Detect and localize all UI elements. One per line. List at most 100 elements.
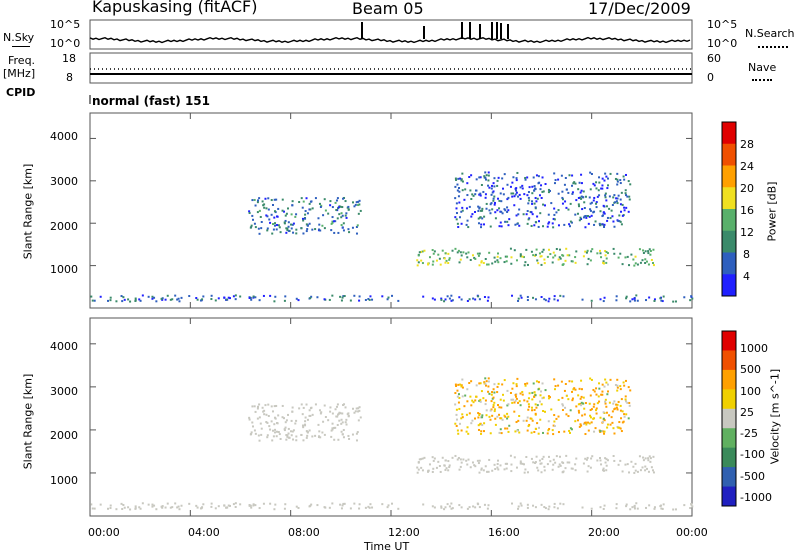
- velocity-pixel: [647, 470, 650, 473]
- velocity-pixel: [471, 399, 474, 402]
- power-pixel: [559, 257, 562, 260]
- power-pixel: [477, 205, 480, 208]
- power-pixel: [625, 194, 628, 197]
- velocity-pixel: [602, 417, 605, 420]
- power-pixel: [628, 195, 631, 198]
- power-pixel: [454, 177, 457, 180]
- velocity-pixel: [480, 430, 483, 433]
- power-pixel: [564, 200, 567, 203]
- power-pixel: [341, 206, 344, 209]
- velocity-pixel: [638, 455, 641, 458]
- power-pixel: [290, 213, 293, 216]
- power-pixel: [364, 298, 367, 301]
- power-pixel: [359, 209, 362, 212]
- power-pixel: [155, 300, 158, 303]
- power-pixel: [342, 222, 345, 225]
- power-pixel: [492, 197, 495, 200]
- velocity-pixel: [459, 458, 462, 461]
- power-pixel: [660, 299, 663, 302]
- velocity-pixel: [521, 390, 524, 393]
- power-pixel: [302, 200, 305, 203]
- power-pixel: [357, 212, 360, 215]
- velocity-pixel: [469, 395, 472, 398]
- power-pixel: [469, 258, 472, 261]
- velocity-pixel: [270, 420, 273, 423]
- noise-search-legend-line: [758, 46, 788, 48]
- power-pixel: [606, 219, 609, 222]
- power-pixel: [596, 252, 599, 255]
- velocity-pixel: [490, 408, 493, 411]
- power-pixel: [584, 214, 587, 217]
- power-pixel: [528, 199, 531, 202]
- velocity-pixel: [477, 416, 480, 419]
- velocity-pixel: [540, 471, 543, 474]
- power-pixel: [283, 299, 286, 302]
- velocity-pixel: [603, 430, 606, 433]
- power-pixel: [522, 256, 525, 259]
- power-pixel: [262, 294, 265, 297]
- velocity-pixel: [690, 502, 693, 505]
- velocity-pixel: [557, 415, 560, 418]
- velocity-pixel: [367, 505, 370, 508]
- velocity-pixel: [138, 506, 141, 509]
- velocity-pixel: [287, 436, 290, 439]
- power-pixel: [275, 228, 278, 231]
- velocity-pixel: [465, 413, 468, 416]
- power-pixel: [369, 295, 372, 298]
- velocity-pixel: [553, 378, 556, 381]
- power-pixel: [517, 213, 520, 216]
- velocity-pixel: [155, 508, 158, 511]
- velocity-pixel: [512, 382, 515, 385]
- velocity-pixel: [604, 400, 607, 403]
- velocity-colorbar-segment: [722, 369, 736, 390]
- power-pixel: [633, 264, 636, 267]
- velocity-pixel: [466, 463, 469, 466]
- velocity-pixel: [345, 418, 348, 421]
- power-pixel: [605, 257, 608, 260]
- velocity-pixel: [598, 387, 601, 390]
- power-pixel: [554, 179, 557, 182]
- power-pixel: [561, 198, 564, 201]
- power-pixel: [602, 204, 605, 207]
- velocity-pixel: [568, 431, 571, 434]
- power-pixel: [487, 263, 490, 266]
- power-pixel: [610, 209, 613, 212]
- velocity-pixel: [458, 396, 461, 399]
- power-pixel: [470, 215, 473, 218]
- velocity-pixel: [461, 413, 464, 416]
- power-pixel: [273, 210, 276, 213]
- velocity-pixel: [617, 463, 620, 466]
- velocity-pixel: [623, 384, 626, 387]
- power-pixel: [619, 179, 622, 182]
- power-pixel: [340, 224, 343, 227]
- power-pixel: [174, 294, 177, 297]
- velocity-pixel: [274, 503, 277, 506]
- power-pixel: [397, 299, 400, 302]
- velocity-pixel: [547, 420, 550, 423]
- power-pixel: [438, 257, 441, 260]
- power-pixel: [357, 200, 360, 203]
- date-title: 17/Dec/2009: [588, 0, 691, 18]
- power-pixel: [613, 252, 616, 255]
- power-pixel: [571, 184, 574, 187]
- power-pixel: [621, 203, 624, 206]
- velocity-pixel: [503, 379, 506, 382]
- power-pixel: [479, 192, 482, 195]
- velocity-colorbar-segment: [722, 428, 736, 449]
- velocity-pixel: [358, 507, 361, 510]
- velocity-pixel: [612, 402, 615, 405]
- velocity-pixel: [557, 465, 560, 468]
- power-pixel: [515, 259, 518, 262]
- velocity-pixel: [546, 432, 549, 435]
- velocity-pixel: [468, 412, 471, 415]
- power-pixel: [290, 227, 293, 230]
- velocity-pixel: [577, 403, 580, 406]
- power-pixel: [333, 231, 336, 234]
- velocity-pixel: [562, 503, 565, 506]
- power-pixel: [500, 200, 503, 203]
- power-pixel: [488, 251, 491, 254]
- velocity-pixel: [605, 458, 608, 461]
- velocity-pixel: [433, 457, 436, 460]
- velocity-pixel: [254, 432, 257, 435]
- power-pixel: [521, 184, 524, 187]
